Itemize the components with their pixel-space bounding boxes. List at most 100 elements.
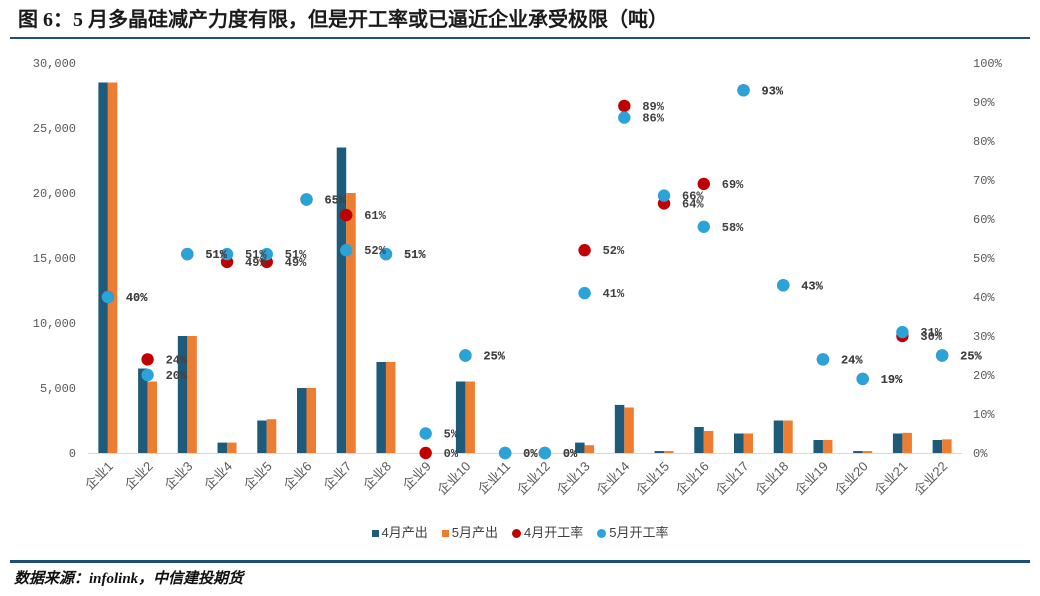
april-output-bar-17: [734, 433, 744, 453]
may-rate-point-13: [578, 286, 591, 300]
april-rate-data-label-4: 49%: [245, 256, 267, 270]
may-output-bar-13: [584, 445, 595, 453]
april-rate-data-label-20: 19%: [881, 373, 903, 387]
right-axis-tick-label: 50%: [973, 252, 995, 266]
april-output-bar-3: [177, 336, 188, 453]
category-label: 企业15: [633, 459, 672, 498]
legend-swatch-may-rate: [597, 528, 607, 538]
legend: 4月产出 5月产出 4月开工率 5月开工率: [0, 524, 1040, 542]
source-rule: [10, 560, 1030, 563]
category-label: 企业12: [514, 459, 553, 498]
april-rate-point-9: [419, 446, 432, 460]
may-output-bar-5: [266, 419, 277, 453]
may-output-bar-1: [107, 82, 118, 453]
may-rate-point-5: [260, 247, 273, 261]
april-rate-data-label-15: 64%: [682, 197, 704, 211]
may-output-bar-7: [346, 193, 356, 453]
may-rate-point-8: [379, 247, 393, 261]
left-axis-tick-label: 20,000: [33, 187, 76, 201]
category-label: 企业14: [593, 459, 632, 498]
april-output-bar-6: [297, 388, 307, 453]
rate-points: [101, 84, 949, 460]
figure-title: 图 6：5 月多晶硅减产力度有限，但是开工率或已逼近企业承受极限（吨）: [18, 9, 668, 31]
category-label: 企业22: [911, 459, 950, 498]
may-rate-point-21: [896, 325, 909, 339]
category-label: 企业18: [752, 459, 791, 498]
april-rate-data-label-7: 61%: [364, 209, 386, 223]
category-label: 企业21: [871, 459, 910, 498]
april-rate-data-label-19: 24%: [841, 353, 863, 367]
may-rate-data-label-8: 51%: [404, 248, 426, 262]
output-bars: [98, 82, 952, 453]
category-label: 企业10: [434, 459, 473, 498]
april-rate-point-16: [697, 177, 710, 191]
legend-item-april-rate: 4月开工率: [512, 524, 583, 542]
april-output-bar-2: [138, 368, 148, 453]
april-rate-data-label-14: 89%: [642, 100, 664, 114]
may-output-bar-2: [147, 381, 158, 453]
may-rate-point-12: [538, 446, 552, 460]
category-label: 企业7: [320, 459, 354, 493]
right-axis-tick-label: 20%: [973, 369, 995, 383]
april-rate-point-14: [618, 99, 631, 113]
may-output-bar-16: [703, 430, 714, 453]
may-output-bar-15: [664, 451, 674, 453]
right-axis-tick-label: 10%: [973, 408, 995, 422]
april-rate-point-13: [578, 244, 591, 257]
right-axis-tick-label: 100%: [973, 57, 1003, 71]
title-rule: [10, 37, 1030, 39]
april-rate-data-label-12: 0%: [563, 447, 578, 461]
category-label: 企业9: [400, 459, 434, 493]
right-axis-tick-label: 0%: [973, 447, 988, 461]
category-labels: 企业1 企业2 企业3 企业4 企业5 企业6 企业7 企业8 企业9 企业10 企业11 企业12 企…: [82, 459, 950, 498]
april-rate-data-label-9: 0%: [444, 447, 459, 461]
source-note: 数据来源：infolink，中信建投期货: [14, 571, 244, 587]
may-rate-data-label-11: 0%: [523, 447, 538, 461]
legend-label-may-rate: 5月开工率: [609, 525, 669, 540]
april-output-bar-15: [654, 451, 665, 453]
may-rate-point-18: [777, 279, 790, 292]
may-rate-point-14: [618, 111, 631, 124]
may-rate-point-22: [935, 349, 949, 362]
april-rate-data-label-16: 69%: [722, 178, 744, 192]
may-output-bar-6: [306, 388, 316, 453]
category-label: 企业20: [832, 459, 871, 498]
may-rate-data-label-15: 66%: [682, 190, 704, 204]
left-axis-tick-label: 15,000: [33, 252, 76, 266]
april-output-bar-10: [455, 381, 466, 453]
category-label: 企业5: [241, 459, 275, 493]
may-rate-point-11: [498, 446, 512, 460]
april-output-bar-4: [217, 442, 228, 453]
may-rate-data-label-9: 5%: [444, 428, 459, 442]
may-rate-point-16: [697, 220, 710, 233]
may-output-bar-22: [942, 439, 952, 453]
may-rate-data-label-10: 25%: [483, 350, 505, 364]
may-rate-data-label-16: 58%: [722, 221, 744, 235]
april-output-bar-16: [694, 427, 704, 453]
left-axis-tick-label: 10,000: [33, 317, 76, 331]
may-rate-point-19: [816, 353, 830, 366]
may-output-bar-8: [385, 362, 396, 453]
april-rate-point-2: [141, 353, 154, 366]
left-axis: 0 5,000 10,000 15,000 20,000 25,000 30,000: [33, 57, 76, 461]
category-label: 企业17: [712, 459, 751, 498]
may-rate-point-10: [459, 349, 472, 362]
may-output-bar-18: [783, 420, 793, 453]
category-label: 企业8: [360, 459, 394, 493]
may-rate-data-label-14: 86%: [642, 112, 664, 126]
may-rate-data-label-20: 19%: [881, 373, 903, 387]
may-rate-data-label-22: 25%: [960, 350, 982, 364]
category-label: 企业11: [475, 459, 514, 498]
may-rate-data-label-18: 43%: [801, 279, 823, 293]
may-rate-point-6: [300, 193, 313, 206]
may-rate-data-label-4: 51%: [245, 248, 267, 262]
april-rate-data-label-11: 0%: [523, 447, 538, 461]
category-label: 企业13: [553, 459, 592, 498]
april-output-bar-18: [773, 420, 784, 453]
may-rate-data-label-3: 51%: [205, 248, 227, 262]
may-rate-data-label-17: 93%: [762, 84, 784, 98]
may-rate-data-label-5: 51%: [285, 248, 307, 262]
april-rate-data-label-10: 25%: [483, 350, 505, 364]
rate-data-labels: 40%24%51%49% 49%65%61%51%0%25%0% 0%52%89%6…: [126, 84, 983, 461]
